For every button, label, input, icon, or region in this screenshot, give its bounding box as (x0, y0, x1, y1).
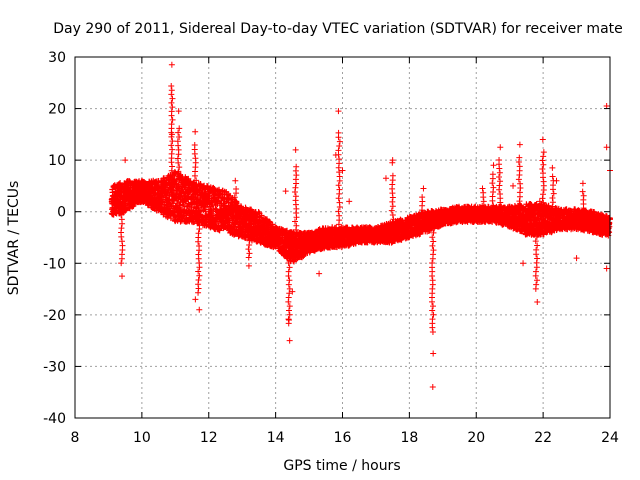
data-points (108, 61, 613, 391)
chart-title: Day 290 of 2011, Sidereal Day-to-day VTE… (53, 21, 623, 37)
